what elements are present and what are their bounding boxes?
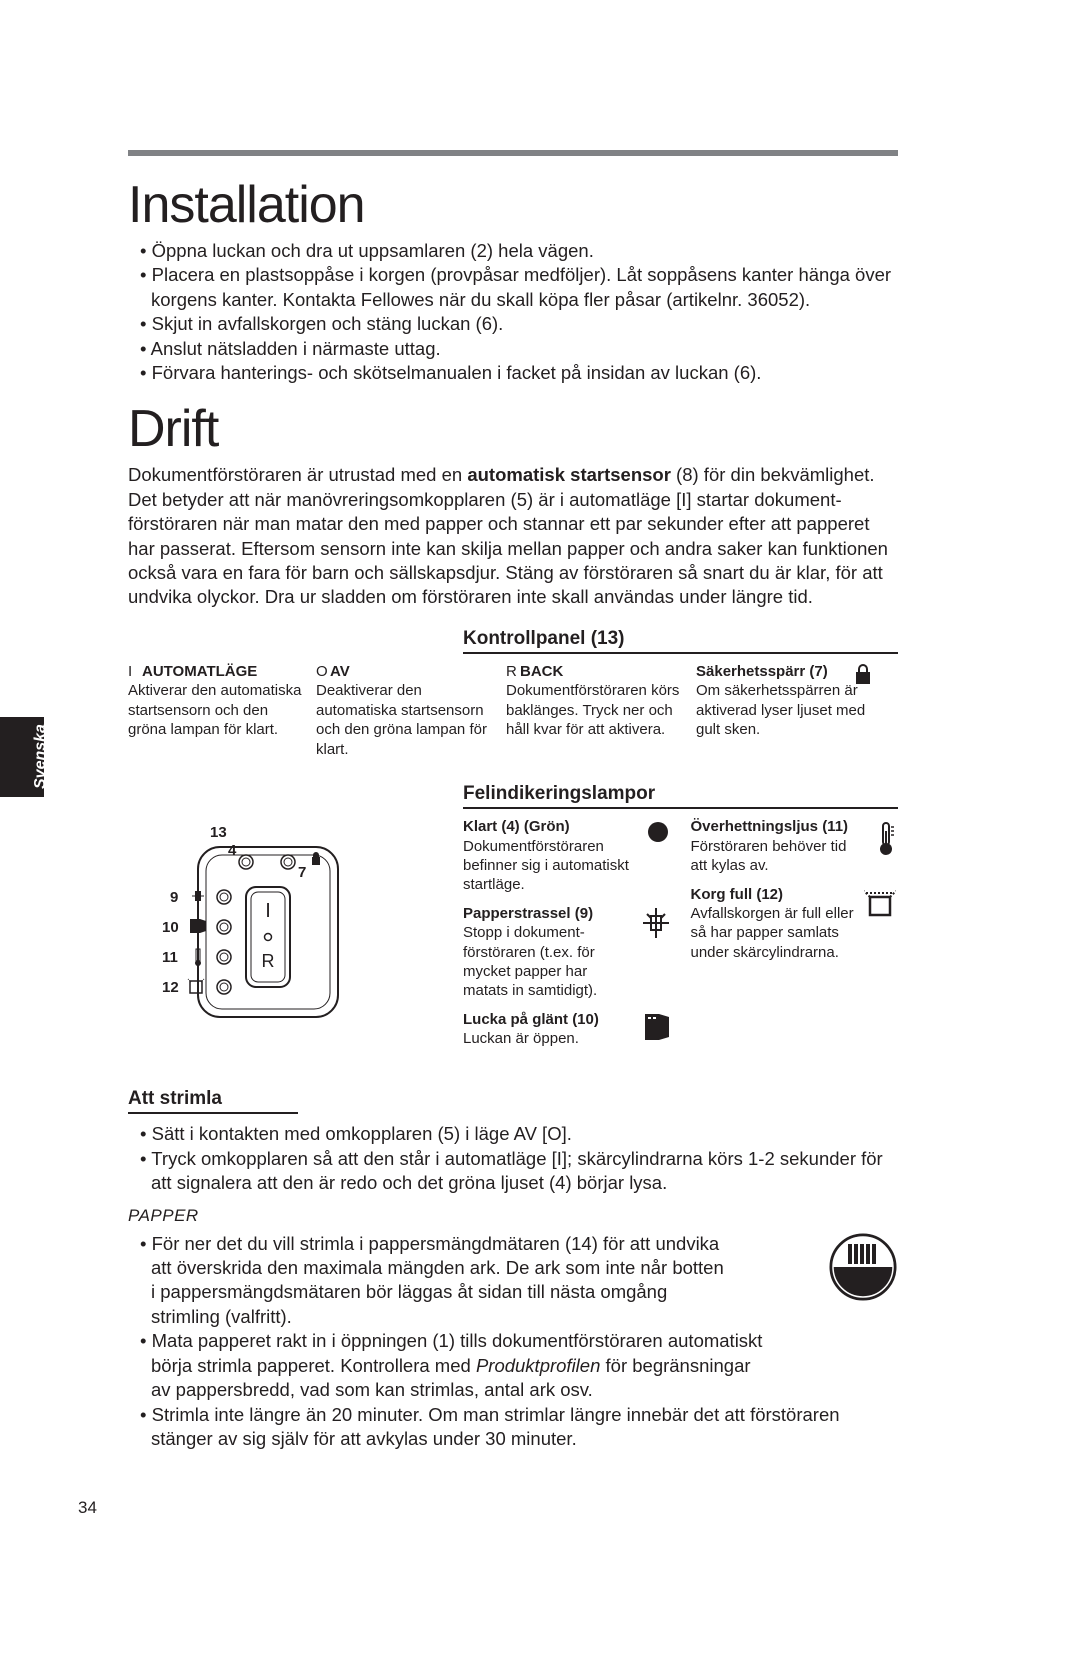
fel-columns: Klart (4) (Grön) Dokumentförstöraren bef… — [463, 817, 898, 1058]
kontroll-title: Säkerhetsspärr (7) — [696, 662, 874, 682]
language-tab-label: Svenska — [32, 724, 50, 789]
list-item: Tryck omkopplaren så att den står i auto… — [140, 1147, 898, 1196]
kontroll-body: Deaktiverar den automatiska startsensorn… — [316, 681, 496, 759]
basket-full-icon — [864, 889, 896, 919]
kontroll-title: AUTOMATLÄGE — [142, 663, 257, 680]
svg-text:7: 7 — [298, 864, 306, 881]
fel-col-left: Klart (4) (Grön) Dokumentförstöraren bef… — [463, 817, 671, 1058]
felindikering-heading: Felindikeringslampor — [463, 783, 898, 809]
fel-item-klart: Klart (4) (Grön) Dokumentförstöraren bef… — [463, 817, 671, 894]
drift-text-pre: Dokumentförstöraren är utrustad med en — [128, 464, 467, 485]
list-item: Placera en plastsoppåse i korgen (provpå… — [140, 263, 898, 312]
kontroll-title: AV — [330, 663, 350, 680]
fel-title: Papperstrassel (9) — [463, 905, 593, 922]
kontroll-prefix: R — [506, 662, 520, 682]
kontroll-prefix: I — [128, 662, 142, 682]
papper-bullets-part1: För ner det du vill strimla i pappersmän… — [128, 1232, 728, 1330]
list-item: För ner det du vill strimla i pappersmän… — [140, 1232, 728, 1330]
papper-section: För ner det du vill strimla i pappersmän… — [128, 1232, 898, 1452]
fel-item-korg: Korg full (12) Avfallskorgen är full ell… — [691, 885, 899, 962]
list-item: Förvara hanterings- och skötselmanualen … — [140, 361, 898, 385]
fel-title: Lucka på glänt (10) — [463, 1011, 599, 1028]
installation-bullets: Öppna luckan och dra ut uppsamlaren (2) … — [128, 239, 898, 385]
fel-title: Korg full (12) — [691, 886, 784, 903]
drift-text-post: (8) för din bekvämlighet. Det betyder at… — [128, 464, 888, 607]
fel-body: Avfallskorgen är full eller så har pappe… — [691, 905, 854, 960]
list-item: Sätt i kontakten med omkopplaren (5) i l… — [140, 1122, 898, 1146]
kontroll-body: Om säkerhetsspärren är aktiverad lyser l… — [696, 681, 874, 740]
svg-text:12: 12 — [162, 979, 179, 996]
capacity-gauge-icon — [828, 1232, 898, 1302]
drift-paragraph: Dokumentförstöraren är utrustad med en a… — [128, 463, 898, 609]
svg-text:4: 4 — [228, 842, 237, 859]
list-item: Mata papperet rakt in i öppningen (1) ti… — [140, 1329, 768, 1402]
drift-heading: Drift — [128, 399, 898, 459]
circle-icon — [647, 821, 669, 843]
list-item: Anslut nätsladden i närmaste uttag. — [140, 337, 898, 361]
kontroll-col-back: RBACK Dokumentförstöraren körs baklänges… — [506, 662, 686, 760]
kontroll-prefix: O — [316, 662, 330, 682]
kontrollpanel-heading: Kontrollpanel (13) — [463, 628, 898, 654]
list-item: Strimla inte längre än 20 minuter. Om ma… — [140, 1403, 898, 1452]
control-panel-diagram: I R — [128, 817, 348, 1027]
kontroll-col-av: OAV Deaktiverar den automatiska startsen… — [316, 662, 496, 760]
fel-title: Överhettningsljus (11) — [691, 818, 849, 835]
fel-item-overhettning: Överhettningsljus (11) Förstöraren behöv… — [691, 817, 899, 875]
fel-item-lucka: Lucka på glänt (10) Luckan är öppen. — [463, 1010, 671, 1048]
thermometer-icon — [876, 821, 896, 857]
drift-text-bold: automatisk startsensor — [467, 464, 671, 485]
kontroll-title: BACK — [520, 663, 563, 680]
svg-text:R: R — [262, 951, 275, 971]
svg-text:11: 11 — [162, 949, 178, 966]
kontroll-col-auto: IAUTOMATLÄGE Aktiverar den automatiska s… — [128, 662, 306, 760]
att-strimla-intro: Sätt i kontakten med omkopplaren (5) i l… — [128, 1122, 898, 1195]
fel-body: Luckan är öppen. — [463, 1030, 579, 1047]
kontroll-body: Aktiverar den automatiska startsensorn o… — [128, 681, 306, 740]
language-tab: Svenska — [0, 717, 44, 797]
jam-icon — [643, 908, 669, 938]
papper-label: PAPPER — [128, 1206, 898, 1226]
fel-title: Klart (4) (Grön) — [463, 818, 570, 835]
fel-item-papper: Papperstrassel (9) Stopp i dokument-förs… — [463, 904, 671, 1000]
svg-text:13: 13 — [210, 824, 227, 841]
fel-body: Förstöraren behöver tid att kylas av. — [691, 838, 847, 874]
papper-bullets-part3: Strimla inte längre än 20 minuter. Om ma… — [128, 1403, 898, 1452]
lock-icon — [854, 664, 872, 686]
list-item: Skjut in avfallskorgen och stäng luckan … — [140, 312, 898, 336]
fel-row: I R — [128, 817, 898, 1058]
fel-body: Dokumentförstöraren befinner sig i autom… — [463, 838, 629, 893]
kontroll-body: Dokumentförstöraren körs baklänges. Tryc… — [506, 681, 686, 740]
svg-text:9: 9 — [170, 889, 178, 906]
fel-col-right: Överhettningsljus (11) Förstöraren behöv… — [691, 817, 899, 1058]
list-item: Öppna luckan och dra ut uppsamlaren (2) … — [140, 239, 898, 263]
page-content: Installation Öppna luckan och dra ut upp… — [128, 155, 898, 1451]
kontrollpanel-columns: IAUTOMATLÄGE Aktiverar den automatiska s… — [128, 662, 898, 760]
switch-I: I — [265, 900, 271, 922]
side-indicators — [217, 890, 231, 994]
svg-text:10: 10 — [162, 919, 179, 936]
fel-body: Stopp i dokument-förstöraren (t.ex. för … — [463, 924, 597, 999]
papper-bullets-part2: Mata papperet rakt in i öppningen (1) ti… — [128, 1329, 768, 1402]
att-strimla-heading: Att strimla — [128, 1088, 298, 1114]
page-number: 34 — [78, 1498, 97, 1518]
door-icon — [645, 1014, 669, 1040]
installation-heading: Installation — [128, 175, 898, 235]
kontroll-col-lock: Säkerhetsspärr (7) Om säkerhetsspärren ä… — [696, 662, 874, 760]
